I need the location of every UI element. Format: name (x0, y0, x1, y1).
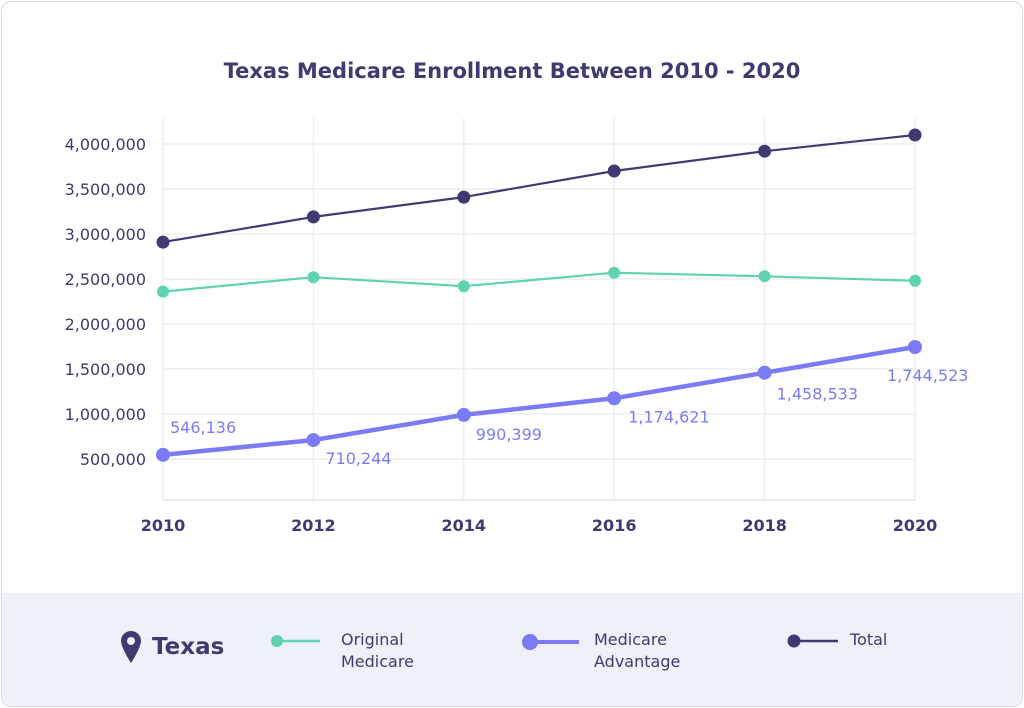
data-label: 1,744,523 (887, 366, 968, 385)
legend-swatch-total (787, 634, 838, 648)
series-line-medicare-advantage (162, 344, 916, 458)
data-point-medicare-advantage (757, 365, 772, 380)
data-point-original-medicare (307, 271, 320, 284)
data-point-original-medicare (909, 274, 921, 287)
legend-label: Medicare (341, 652, 414, 671)
series-line-total (162, 133, 916, 244)
data-point-original-medicare (758, 270, 771, 283)
y-tick-label: 4,000,000 (65, 135, 146, 154)
legend-location: Texas (120, 630, 224, 664)
legend-swatch-medicare-advantage (522, 634, 579, 650)
legend-label: Total (850, 630, 888, 649)
series-line-original-medicare (162, 271, 916, 293)
data-point-medicare-advantage (908, 339, 922, 354)
data-point-total (156, 235, 170, 249)
legend-swatch-original-medicare (271, 635, 320, 647)
y-tick-label: 2,500,000 (65, 270, 146, 289)
data-point-total (758, 144, 772, 158)
data-label: 710,244 (325, 449, 391, 468)
y-tick-label: 500,000 (80, 450, 146, 469)
data-point-medicare-advantage (156, 447, 170, 462)
legend-label: Advantage (594, 652, 681, 671)
x-tick-label: 2012 (291, 516, 336, 535)
y-tick-label: 2,000,000 (65, 315, 146, 334)
legend-label: Medicare (594, 630, 667, 649)
data-point-original-medicare (457, 280, 470, 293)
map-pin-icon (121, 631, 141, 663)
x-tick-label: 2020 (893, 516, 938, 535)
x-tick-label: 2016 (592, 516, 637, 535)
data-point-medicare-advantage (607, 391, 622, 406)
data-label: 546,136 (170, 418, 236, 437)
x-tick-label: 2018 (742, 516, 787, 535)
data-point-total (306, 210, 320, 224)
data-point-original-medicare (157, 285, 169, 298)
y-tick-label: 1,500,000 (65, 360, 146, 379)
data-label: 990,399 (476, 425, 542, 444)
legend-label: Original (341, 630, 404, 649)
x-tick-label: 2010 (141, 516, 186, 535)
data-point-medicare-advantage (306, 433, 321, 448)
legend-location-label: Texas (152, 634, 225, 660)
data-point-total (908, 128, 922, 142)
chart-title: Texas Medicare Enrollment Between 2010 -… (224, 59, 801, 83)
data-point-medicare-advantage (456, 407, 471, 422)
data-point-original-medicare (608, 266, 621, 279)
y-tick-label: 3,000,000 (65, 225, 146, 244)
data-point-total (607, 164, 621, 178)
y-tick-label: 3,500,000 (65, 180, 146, 199)
x-tick-label: 2014 (442, 516, 487, 535)
y-tick-label: 1,000,000 (65, 405, 146, 424)
data-point-total (457, 190, 471, 204)
data-label: 1,174,621 (628, 407, 709, 426)
data-label: 1,458,533 (777, 385, 858, 404)
legend-panel (2, 593, 1022, 706)
